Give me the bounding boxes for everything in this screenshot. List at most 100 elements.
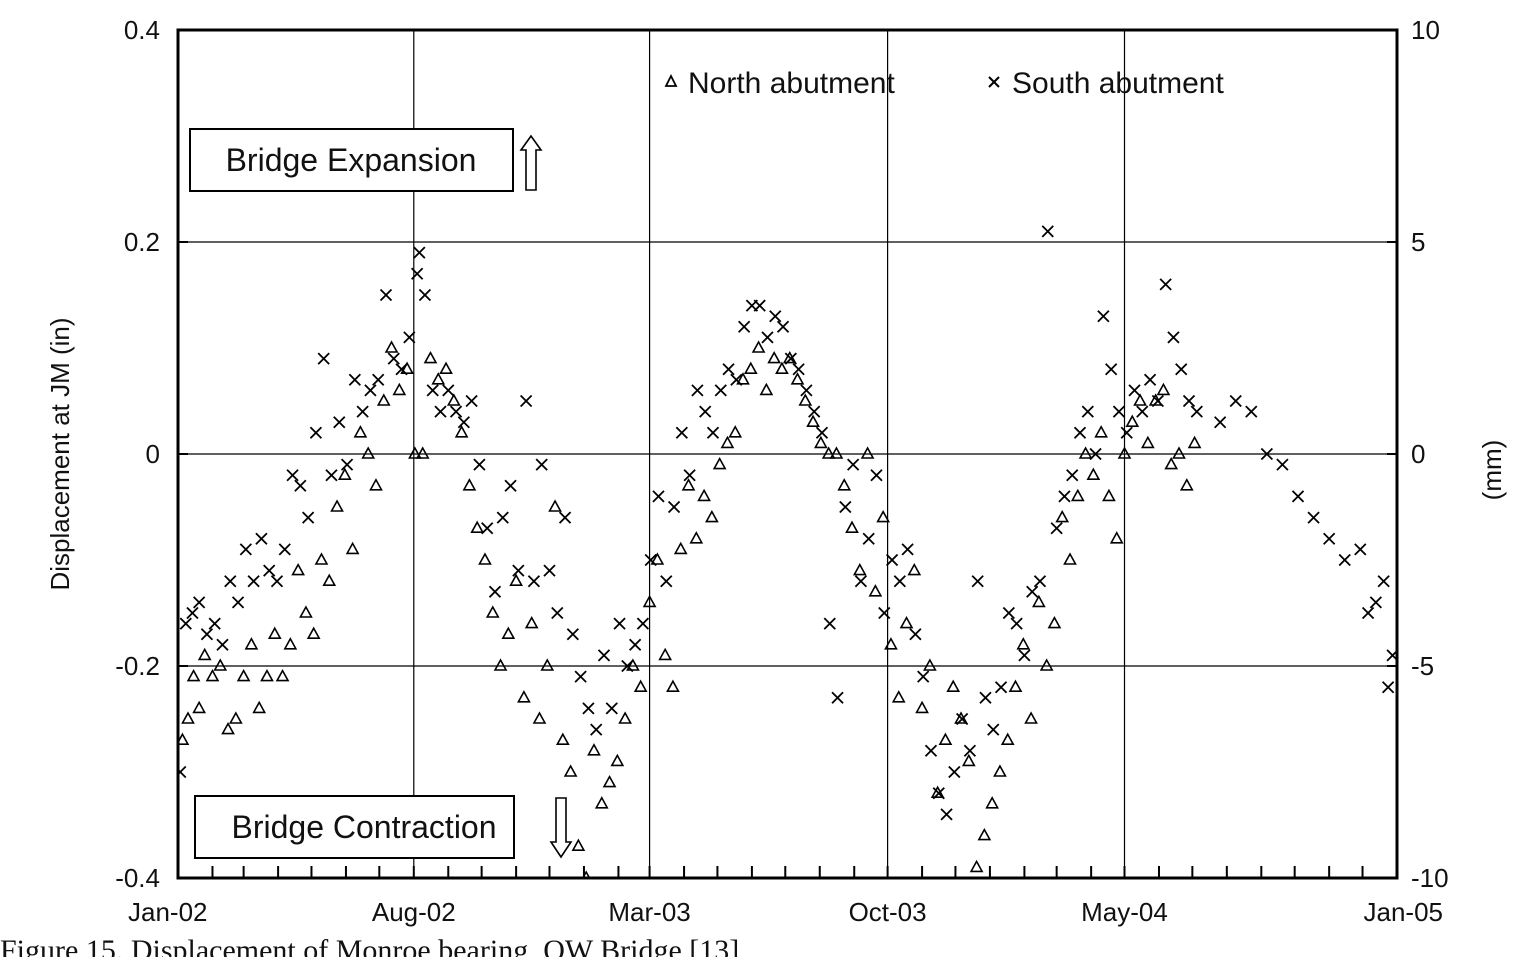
north-abutment-point: [205, 668, 220, 682]
north-abutment-point: [1133, 393, 1147, 406]
north-abutment-point: [1102, 488, 1116, 502]
y-right-tick-label: -5: [1411, 651, 1434, 681]
north-abutment-point: [244, 637, 259, 650]
south-abutment-point: [333, 416, 346, 429]
north-abutment-point: [213, 658, 228, 671]
north-abutment-point: [775, 361, 789, 375]
south-abutment-point: [909, 628, 922, 641]
south-abutment-point: [769, 310, 782, 323]
contraction-annotation: Bridge Contraction: [194, 795, 573, 859]
x-tick-label: Jan-05: [1364, 897, 1444, 927]
north-abutment-point: [392, 382, 407, 396]
north-abutment-point: [228, 711, 243, 724]
north-abutment-point: [602, 774, 617, 788]
south-abutment-point: [286, 469, 299, 482]
south-abutment-point: [1120, 426, 1133, 439]
south-abutment-point: [192, 596, 206, 609]
north-abutment-point: [712, 456, 727, 470]
south-abutment-point: [1097, 310, 1110, 323]
north-abutment-point: [1039, 658, 1054, 671]
south-abutment-point: [372, 373, 385, 386]
north-abutment-point: [345, 541, 360, 555]
south-abutment-point: [753, 299, 766, 312]
legend-label-north: North abutment: [688, 67, 895, 100]
south-abutment-point: [512, 564, 525, 577]
south-abutment-point: [200, 628, 214, 641]
south-abutment-point: [1323, 532, 1336, 545]
north-abutment-point: [275, 668, 290, 682]
south-abutment-point: [1291, 490, 1305, 503]
north-abutment-point: [415, 446, 430, 459]
north-abutment-point: [493, 658, 508, 671]
south-abutment-point: [488, 585, 502, 598]
north-abutment-point: [868, 584, 883, 597]
south-abutment-point: [231, 596, 245, 609]
south-abutment-point: [862, 532, 875, 545]
south-abutment-point: [186, 606, 199, 620]
south-abutment-point: [481, 522, 494, 535]
north-abutment-point: [524, 615, 539, 629]
south-abutment-point: [465, 394, 478, 408]
north-abutment-point: [337, 467, 352, 481]
y-right-tick-label: 10: [1411, 15, 1440, 45]
south-abutment-point: [784, 352, 797, 365]
south-abutment-point: [179, 617, 192, 630]
south-abutment-point: [247, 575, 260, 588]
north-abutment-point: [1164, 456, 1179, 470]
north-abutment-point: [540, 658, 555, 671]
y-tick-label: 0: [146, 439, 160, 469]
north-abutment-point: [1063, 552, 1077, 565]
south-abutment-point: [792, 363, 805, 376]
north-abutment-point: [1047, 615, 1062, 629]
north-abutment-point: [1086, 467, 1101, 481]
north-abutment-point: [650, 552, 665, 565]
legend-label-south: South abutment: [1012, 67, 1224, 100]
displacement-chart: 0.4 0.2 0 -0.2 -0.4 10 5 0 -5 -10 Jan-02 Aug-02 Ma…: [45, 15, 1507, 927]
south-abutment-point: [940, 808, 953, 821]
south-abutment-point: [823, 617, 836, 630]
south-abutment-point: [1081, 405, 1094, 418]
south-abutment-point: [1276, 458, 1289, 471]
x-tick-label: May-04: [1081, 897, 1168, 927]
north-abutment-point: [1172, 446, 1186, 459]
south-abutment-point: [924, 744, 938, 757]
south-abutment-point: [239, 543, 252, 556]
north-abutment-point: [555, 732, 570, 746]
north-abutment-point: [1094, 425, 1109, 438]
south-abutment-point: [270, 575, 284, 588]
north-abutment-point: [610, 753, 625, 767]
north-abutment-point: [751, 340, 766, 353]
contraction-arrow-icon: [549, 797, 573, 859]
south-abutment-point: [255, 532, 268, 545]
north-abutment-point: [633, 679, 648, 693]
south-abutment-point: [1354, 543, 1367, 556]
south-abutment-point: [1175, 363, 1188, 376]
north-abutment-point: [291, 562, 305, 576]
north-abutment-point: [353, 425, 368, 438]
north-abutment-point: [705, 509, 719, 523]
south-abutment-point: [628, 638, 642, 651]
south-abutment-point: [683, 469, 696, 482]
north-abutment-point: [446, 393, 461, 406]
south-abutment-point: [1381, 681, 1395, 694]
south-abutment-point: [800, 384, 813, 397]
south-abutment-point: [808, 405, 821, 418]
south-abutment-point: [722, 363, 735, 376]
north-abutment-point: [454, 425, 469, 438]
y-right-tick-label: -10: [1411, 863, 1449, 893]
north-abutment-point: [845, 520, 859, 534]
south-abutment-point: [473, 458, 486, 471]
north-abutment-point: [400, 361, 414, 375]
north-abutment-point: [501, 626, 516, 640]
south-abutment-point: [356, 405, 369, 418]
south-abutment-point: [1010, 617, 1023, 630]
north-abutment-point: [509, 573, 523, 587]
south-abutment-point: [1128, 384, 1141, 397]
north-abutment-point: [673, 541, 688, 555]
north-abutment-point: [197, 647, 212, 661]
north-abutment-point: [618, 711, 632, 724]
south-abutment-point: [846, 458, 860, 471]
north-abutment-point: [736, 372, 750, 385]
south-abutment-point: [504, 479, 517, 492]
south-abutment-point: [1033, 575, 1047, 588]
